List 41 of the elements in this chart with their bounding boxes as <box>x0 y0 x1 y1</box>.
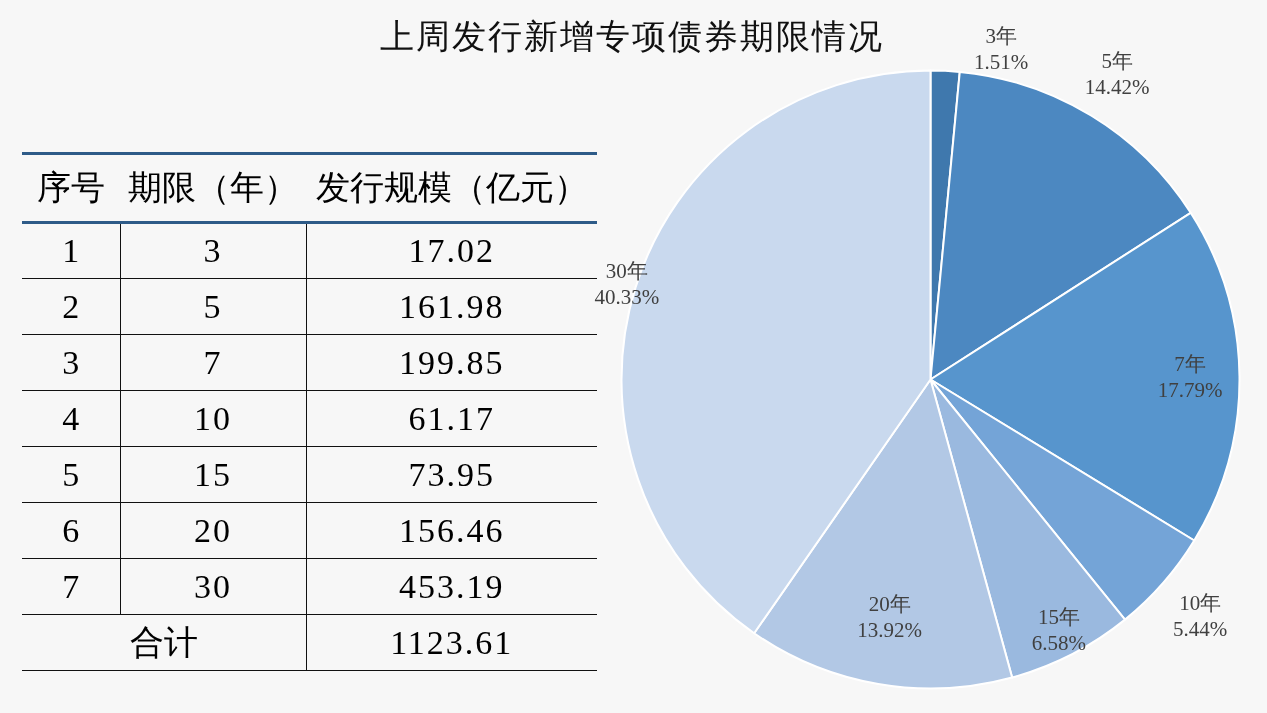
title: 上周发行新增专项债券期限情况 <box>380 16 884 57</box>
table-cell: 5 <box>62 455 80 493</box>
table-cell: 3 <box>203 232 223 269</box>
slice-label: 17.79% <box>1157 377 1223 402</box>
table-cell: 5 <box>203 287 223 325</box>
table-cell: 15 <box>194 455 232 493</box>
table-cell: 4 <box>62 399 80 437</box>
slice-label: 40.33% <box>594 285 660 310</box>
slice-label: 5.44% <box>1173 616 1228 641</box>
table-cell: 10 <box>194 399 232 437</box>
slice-label: 20年 <box>868 592 911 617</box>
table-cell: 2 <box>62 287 80 325</box>
table-header: 发行规模（亿元） <box>315 169 588 206</box>
slice-label: 14.42% <box>1084 74 1150 99</box>
table-cell: 7 <box>62 567 80 605</box>
table-header: 期限（年） <box>128 169 298 206</box>
table-cell: 453.19 <box>399 567 505 605</box>
table-cell: 161.98 <box>399 287 505 325</box>
table-cell: 1 <box>62 232 80 269</box>
table-cell: 17.02 <box>408 232 495 269</box>
slice-label: 15年 <box>1037 604 1080 629</box>
slice-label: 6.58% <box>1031 630 1086 655</box>
table-cell: 30 <box>194 567 232 605</box>
table-cell: 3 <box>62 343 80 381</box>
table-cell: 199.85 <box>399 343 505 381</box>
slice-label: 10年 <box>1179 590 1222 615</box>
table-header: 序号 <box>37 169 105 206</box>
table-cell: 73.95 <box>408 455 495 493</box>
table-cell: 1123.61 <box>390 623 514 661</box>
slice-label: 1.51% <box>974 50 1029 75</box>
slice-label: 5年 <box>1101 48 1133 73</box>
slice-label: 3年 <box>985 24 1017 49</box>
table-cell: 7 <box>203 343 223 381</box>
table-cell: 合计 <box>129 623 198 661</box>
table-cell: 156.46 <box>399 511 505 549</box>
slice-label: 13.92% <box>857 618 923 643</box>
table-cell: 6 <box>62 511 80 549</box>
table-cell: 20 <box>194 511 232 549</box>
slice-label: 7年 <box>1174 351 1206 376</box>
slice-label: 30年 <box>605 259 648 284</box>
table-cell: 61.17 <box>408 399 495 437</box>
